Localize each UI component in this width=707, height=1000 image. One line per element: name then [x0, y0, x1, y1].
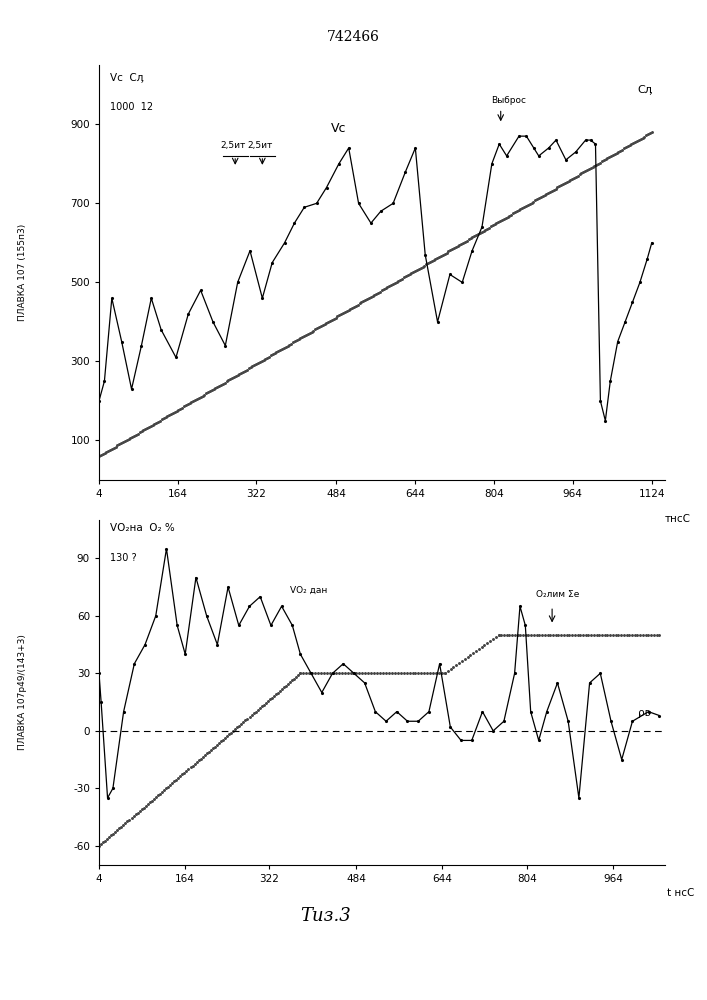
Text: Cӆ: Cӆ [638, 85, 653, 95]
Text: 2,5ит: 2,5ит [221, 141, 246, 150]
Text: ПЛАВКА 107p49/(143+3): ПЛАВКА 107p49/(143+3) [18, 635, 27, 750]
Text: тнсC: тнсC [665, 514, 691, 524]
Text: VО₂на  O₂ %: VО₂на O₂ % [110, 523, 175, 533]
Text: 130 ?: 130 ? [110, 553, 137, 563]
Text: t нсC: t нсC [667, 888, 695, 898]
Text: Τиз.3: Τиз.3 [300, 907, 351, 925]
Text: 1000  12: 1000 12 [110, 102, 153, 112]
Text: Выброс: Выброс [491, 96, 526, 105]
Text: ПЛАВКА 107 (155п3): ПЛАВКА 107 (155п3) [18, 224, 27, 321]
Text: Vс: Vс [331, 122, 346, 135]
Text: Vс  Cӆ: Vс Cӆ [110, 73, 144, 83]
Text: 742466: 742466 [327, 30, 380, 44]
Text: ρᴅ: ρᴅ [638, 708, 651, 718]
Text: 2,5ит: 2,5ит [247, 141, 273, 150]
Text: O₂лим Σе: O₂лим Σе [536, 590, 580, 599]
Text: VО₂ дан: VО₂ дан [290, 586, 327, 595]
